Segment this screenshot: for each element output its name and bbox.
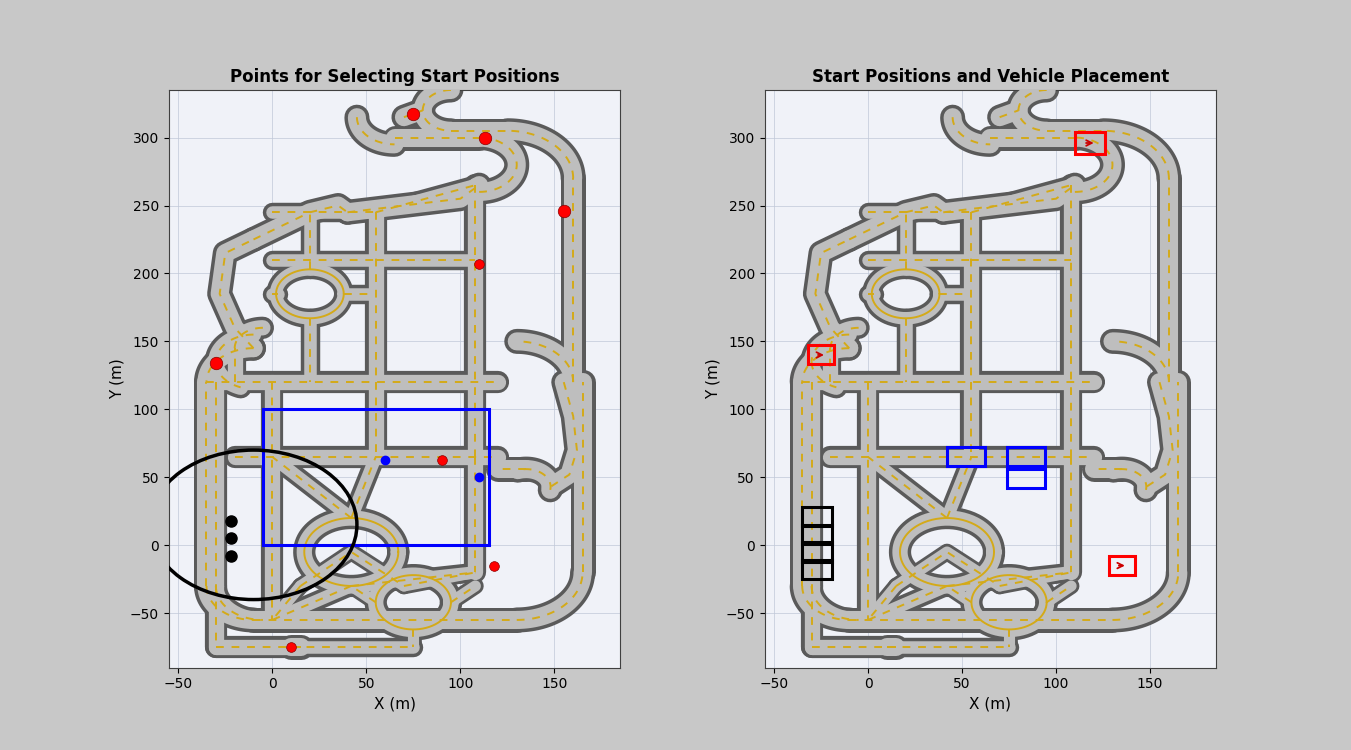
Bar [1075, 132, 1105, 154]
Bar [808, 346, 834, 364]
Bar [263, 410, 489, 545]
Bar [802, 525, 832, 544]
Title: Start Positions and Vehicle Placement: Start Positions and Vehicle Placement [812, 68, 1169, 86]
Y-axis label: Y (m): Y (m) [705, 358, 720, 399]
Bar [947, 447, 985, 466]
X-axis label: X (m): X (m) [373, 697, 416, 712]
Y-axis label: Y (m): Y (m) [109, 358, 124, 399]
X-axis label: X (m): X (m) [969, 697, 1012, 712]
Bar [802, 560, 832, 579]
Bar [1008, 469, 1044, 488]
Bar [802, 507, 832, 526]
Title: Points for Selecting Start Positions: Points for Selecting Start Positions [230, 68, 559, 86]
Bar [1109, 556, 1135, 575]
Bar [802, 542, 832, 562]
Bar [1008, 447, 1044, 466]
